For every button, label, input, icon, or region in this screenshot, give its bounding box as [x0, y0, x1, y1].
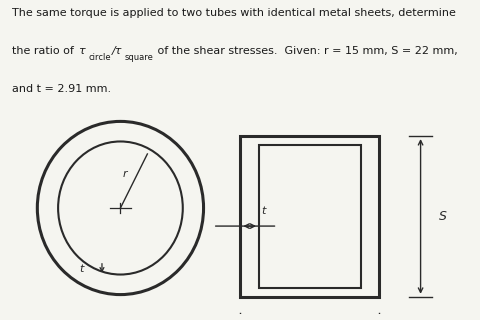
Text: S: S [438, 210, 446, 223]
Text: square: square [124, 53, 153, 62]
Text: the ratio of: the ratio of [12, 46, 77, 56]
Text: of the shear stresses.  Given: r = 15 mm, S = 22 mm,: of the shear stresses. Given: r = 15 mm,… [154, 46, 456, 56]
Bar [258, 145, 360, 288]
Text: τ: τ [78, 46, 85, 56]
Bar [240, 136, 378, 297]
Text: and t = 2.91 mm.: and t = 2.91 mm. [12, 84, 111, 94]
Text: circle: circle [88, 53, 110, 62]
Text: /τ: /τ [112, 46, 122, 56]
Text: t: t [79, 264, 83, 274]
Text: t: t [261, 205, 265, 215]
Text: The same torque is applied to two tubes with identical metal sheets, determine: The same torque is applied to two tubes … [12, 8, 455, 18]
Text: r: r [122, 169, 127, 179]
